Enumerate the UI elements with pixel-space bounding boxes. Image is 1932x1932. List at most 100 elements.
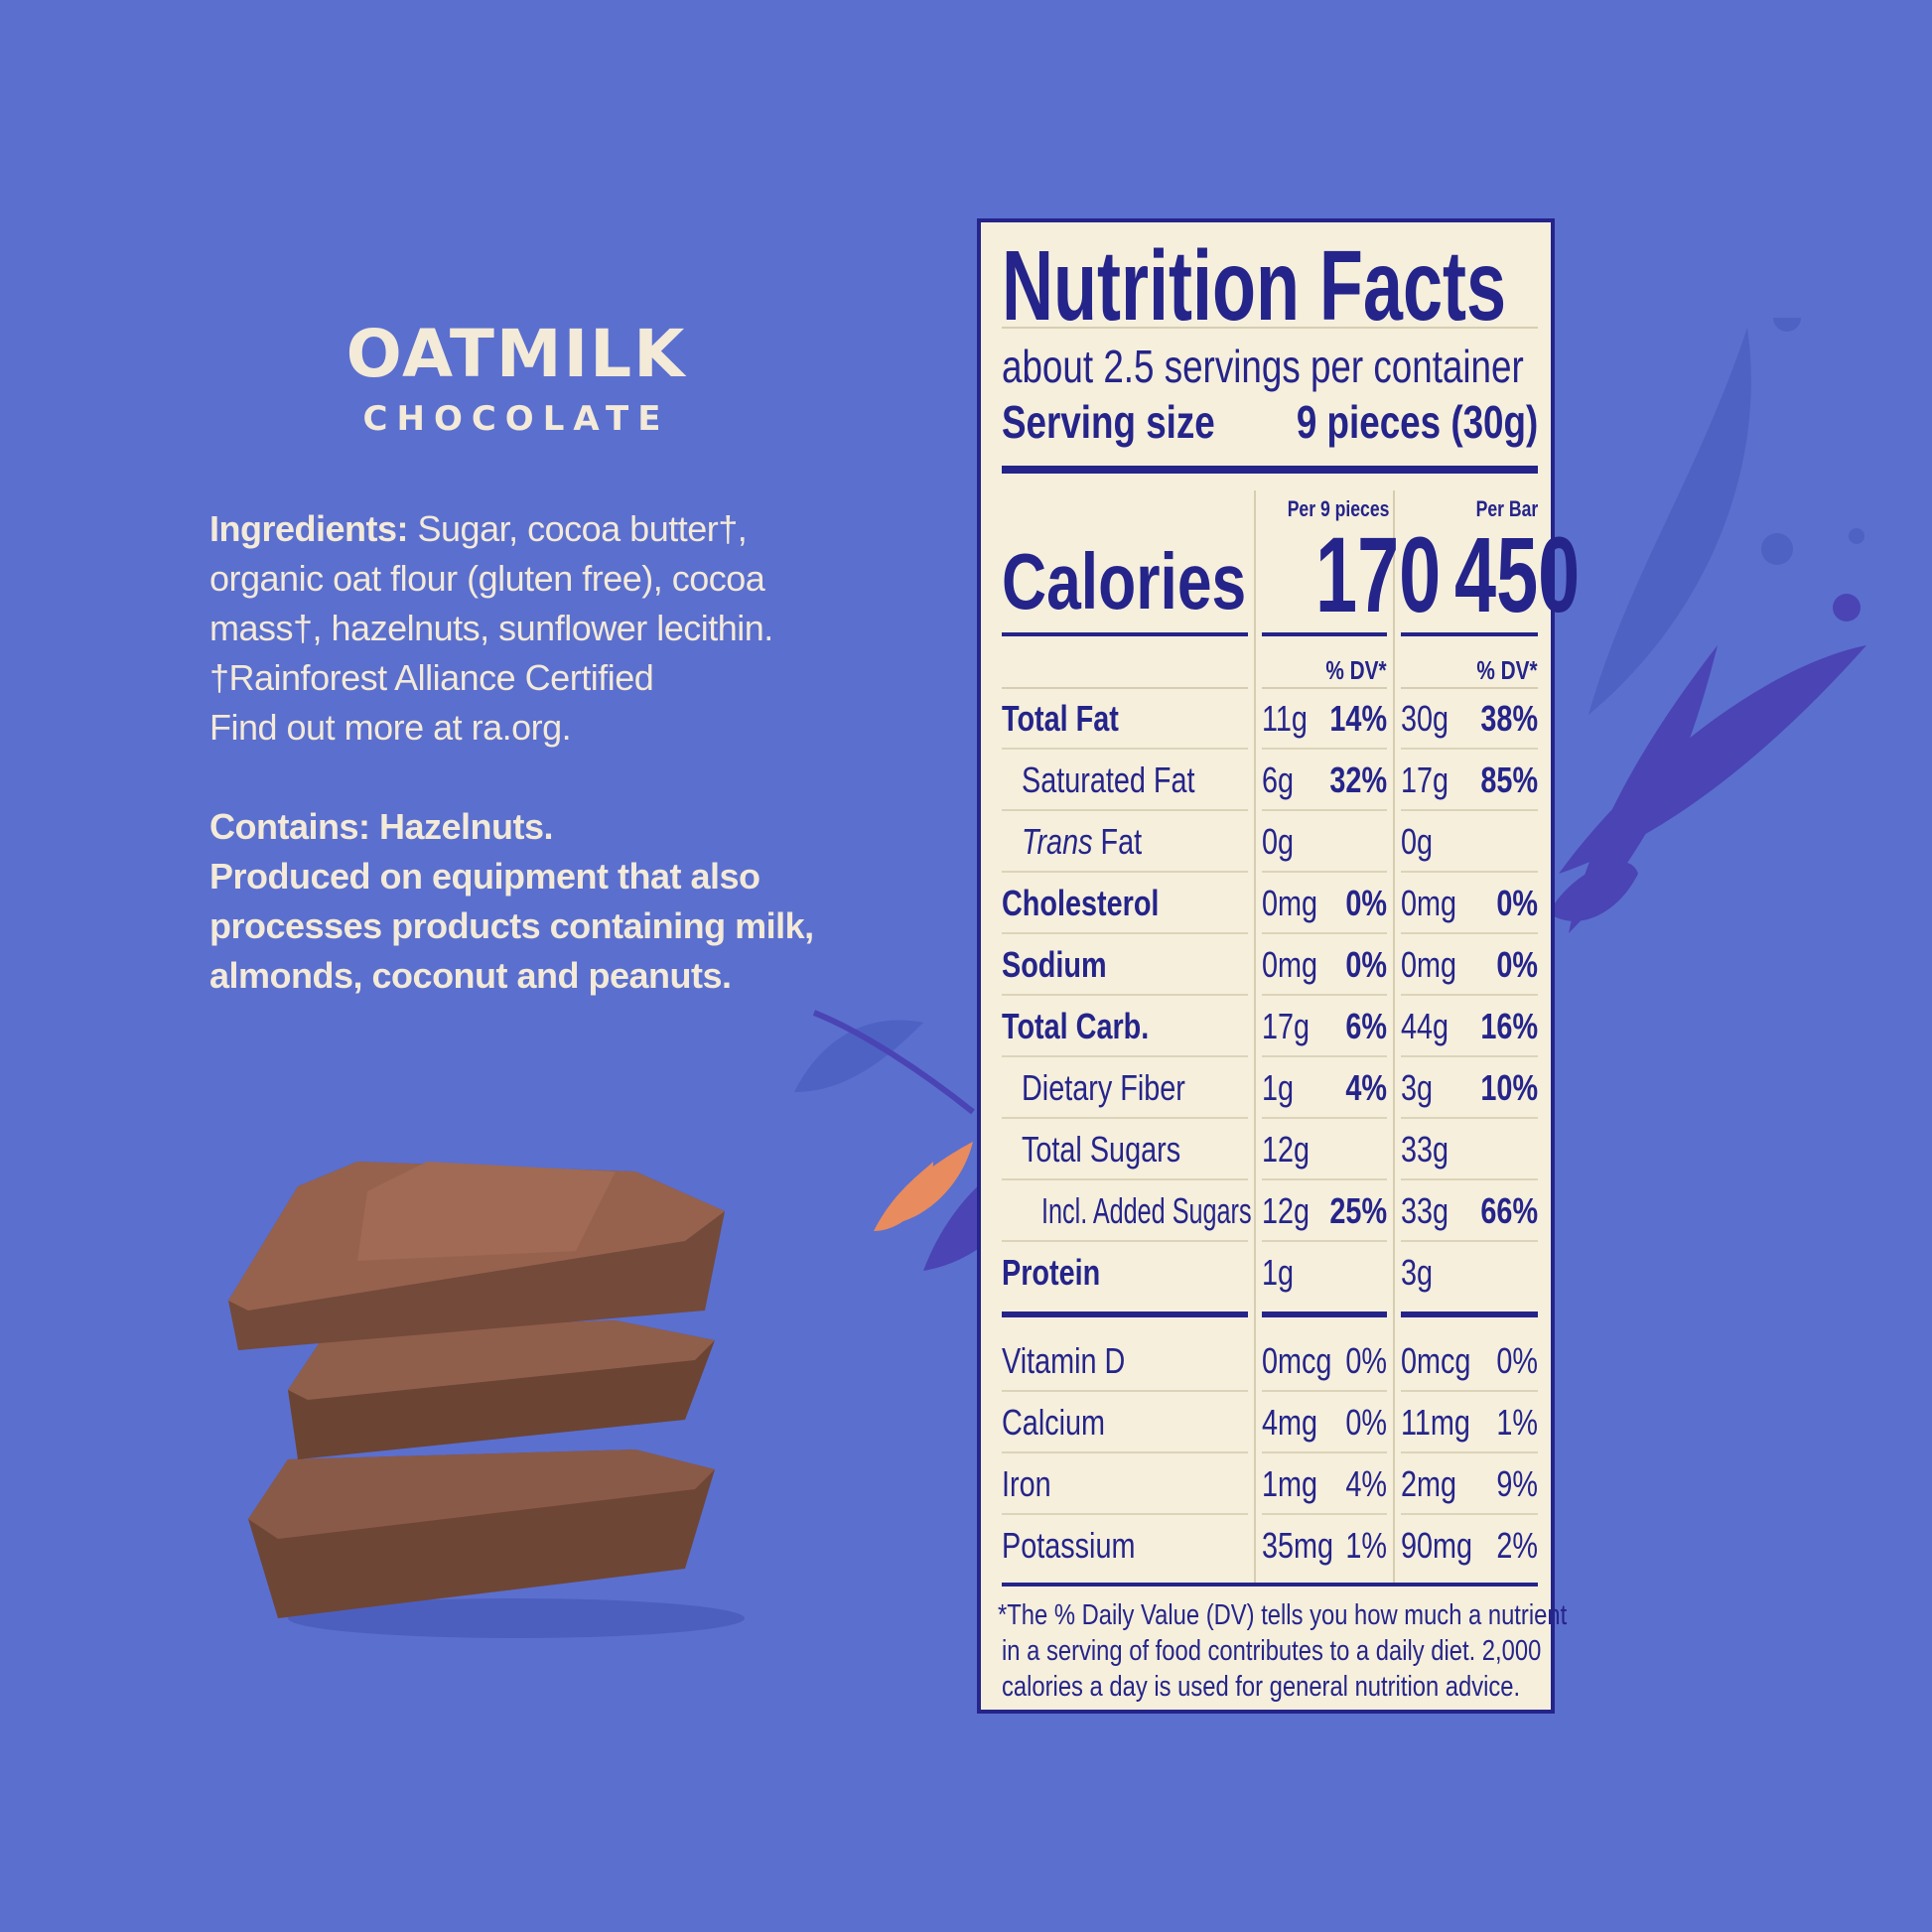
thick-divider: [1002, 1311, 1248, 1317]
divider: [1002, 632, 1248, 636]
dv-per-serving: 14%: [1329, 698, 1387, 739]
nutrient-label-cell: Saturated Fat: [1002, 750, 1248, 811]
divider: [1401, 632, 1538, 636]
amount-per-bar: 90mg: [1401, 1525, 1473, 1566]
ingredients-line-3: mass†, hazelnuts, sunflower lecithin.: [209, 608, 773, 648]
dv-header-col1: % DV*: [1325, 655, 1387, 685]
per-serving-cell: 12g 25%: [1262, 1180, 1387, 1242]
nutrient-row: Saturated Fat 6g 32% 17g 85%: [1002, 750, 1538, 811]
per-bar-cell: 3g: [1401, 1242, 1538, 1304]
dv-per-bar: 0%: [1496, 883, 1538, 923]
dv-per-bar: 1%: [1496, 1402, 1538, 1443]
amount-per-bar: 17g: [1401, 759, 1449, 800]
nutrient-label: Iron: [1002, 1463, 1051, 1504]
amount-per-serving: 12g: [1262, 1129, 1311, 1170]
per-serving-cell: 12g: [1262, 1119, 1387, 1180]
footnote-line-3: calories a day is used for general nutri…: [1002, 1671, 1521, 1703]
amount-per-bar: 0mg: [1401, 944, 1457, 985]
thick-divider: [1002, 466, 1538, 474]
nutrient-row: Total Carb. 17g 6% 44g 16%: [1002, 996, 1538, 1057]
nutrient-row: Protein 1g 3g: [1002, 1242, 1538, 1304]
per-bar-cell: 2mg 9%: [1401, 1453, 1538, 1515]
vitamin-row: Iron 1mg 4% 2mg 9%: [1002, 1453, 1538, 1515]
divider: [1262, 687, 1387, 689]
more-info-note: Find out more at ra.org.: [209, 707, 572, 748]
nutrient-label-cell: Total Sugars: [1002, 1119, 1248, 1180]
per-bar-cell: 17g 85%: [1401, 750, 1538, 811]
nutrient-label-cell: Vitamin D: [1002, 1330, 1248, 1392]
dv-per-serving: 0%: [1345, 944, 1387, 985]
per-serving-cell: 0mg 0%: [1262, 934, 1387, 996]
amount-per-serving: 11g: [1262, 698, 1308, 739]
per-serving-cell: 1mg 4%: [1262, 1453, 1387, 1515]
thick-divider: [1401, 1311, 1538, 1317]
vitamin-row: Calcium 4mg 0% 11mg 1%: [1002, 1392, 1538, 1453]
nutrient-label: Protein: [1002, 1252, 1101, 1293]
nutrient-label-cell: Total Carb.: [1002, 996, 1248, 1057]
divider: [1002, 687, 1248, 689]
dv-per-serving: 0%: [1345, 883, 1387, 923]
column-divider: [1393, 490, 1395, 1583]
amount-per-serving: 0g: [1262, 821, 1295, 862]
per-serving-cell: 0g: [1262, 811, 1387, 873]
amount-per-serving: 0mg: [1262, 883, 1318, 923]
servings-per-container: about 2.5 servings per container: [1002, 341, 1524, 392]
ingredients-line-2: organic oat flour (gluten free), cocoa: [209, 558, 765, 599]
footnote-line-2: in a serving of food contributes to a da…: [1002, 1635, 1542, 1667]
dv-per-bar: 66%: [1480, 1190, 1538, 1231]
col2-header: Per Bar: [1475, 496, 1538, 521]
dv-per-bar: 0%: [1496, 1340, 1538, 1381]
dv-per-bar: 0%: [1496, 944, 1538, 985]
dv-per-serving: 6%: [1345, 1006, 1387, 1046]
nutrient-label: Total Carb.: [1002, 1006, 1150, 1046]
per-serving-cell: 1g: [1262, 1242, 1387, 1304]
footnote-line-1: *The % Daily Value (DV) tells you how mu…: [998, 1599, 1568, 1631]
amount-per-bar: 0g: [1401, 821, 1434, 862]
nutrient-label: Saturated Fat: [1022, 759, 1195, 800]
col1-header: Per 9 pieces: [1287, 496, 1390, 521]
per-serving-cell: 0mg 0%: [1262, 873, 1387, 934]
column-divider: [1254, 490, 1256, 1583]
per-bar-cell: 33g 66%: [1401, 1180, 1538, 1242]
per-bar-cell: 44g 16%: [1401, 996, 1538, 1057]
per-bar-cell: 0mcg 0%: [1401, 1330, 1538, 1392]
nutrient-label: Total Sugars: [1022, 1129, 1181, 1170]
amount-per-bar: 3g: [1401, 1067, 1434, 1108]
nutrient-row: Cholesterol 0mg 0% 0mg 0%: [1002, 873, 1538, 934]
vitamin-row: Vitamin D 0mcg 0% 0mcg 0%: [1002, 1330, 1538, 1392]
dv-per-serving: 0%: [1345, 1402, 1387, 1443]
certification-note: †Rainforest Alliance Certified: [209, 657, 654, 698]
vitamin-row: Potassium 35mg 1% 90mg 2%: [1002, 1515, 1538, 1577]
per-serving-cell: 4mg 0%: [1262, 1392, 1387, 1453]
calories-label: Calories: [1002, 537, 1247, 625]
amount-per-serving: 4mg: [1262, 1402, 1318, 1443]
nutrition-facts-title: Nutrition Facts: [1002, 230, 1507, 342]
chocolate-pieces-image: [228, 1162, 745, 1638]
per-bar-cell: 3g 10%: [1401, 1057, 1538, 1119]
nutrient-label-cell: Trans Fat: [1002, 811, 1248, 873]
amount-per-bar: 2mg: [1401, 1463, 1457, 1504]
nutrition-facts-panel: Nutrition Facts about 2.5 servings per c…: [977, 218, 1580, 1714]
nutrient-label-cell: Total Fat: [1002, 688, 1248, 750]
amount-per-serving: 17g: [1262, 1006, 1311, 1046]
nutrient-row: Sodium 0mg 0% 0mg 0%: [1002, 934, 1538, 996]
amount-per-bar: 0mcg: [1401, 1340, 1471, 1381]
per-serving-cell: 17g 6%: [1262, 996, 1387, 1057]
ingredients-label: Ingredients:: [209, 508, 409, 549]
per-bar-cell: 11mg 1%: [1401, 1392, 1538, 1453]
amount-per-bar: 11mg: [1401, 1402, 1470, 1443]
nutrient-row: Total Fat 11g 14% 30g 38%: [1002, 688, 1538, 750]
nutrient-row: Trans Fat 0g 0g: [1002, 811, 1538, 873]
divider: [1002, 327, 1538, 329]
per-bar-cell: 30g 38%: [1401, 688, 1538, 750]
dv-per-bar: 10%: [1480, 1067, 1538, 1108]
allergen-line-3: processes products containing milk,: [209, 905, 814, 946]
dv-per-serving: 25%: [1329, 1190, 1387, 1231]
nutrient-label-cell: Cholesterol: [1002, 873, 1248, 934]
nutrient-label: Trans Fat: [1022, 821, 1143, 862]
amount-per-bar: 0mg: [1401, 883, 1457, 923]
nutrient-label: Potassium: [1002, 1525, 1136, 1566]
per-serving-cell: 0mcg 0%: [1262, 1330, 1387, 1392]
nutrient-label-cell: Protein: [1002, 1242, 1248, 1304]
amount-per-serving: 6g: [1262, 759, 1295, 800]
